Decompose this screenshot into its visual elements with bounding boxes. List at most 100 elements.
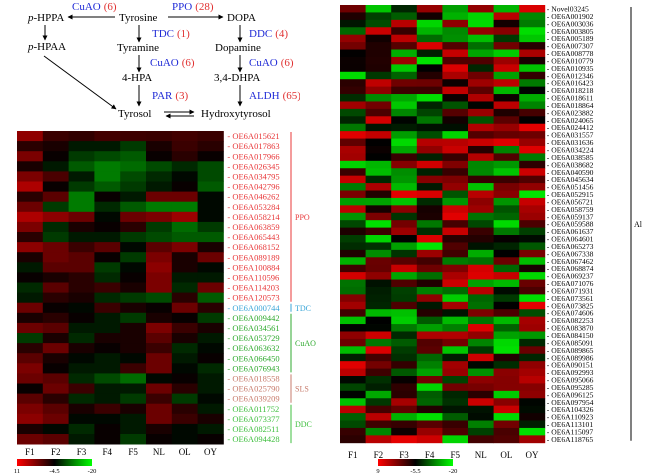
heatmap-cell [416,34,443,43]
heatmap-cell [146,141,173,152]
heatmap-cell [416,376,443,384]
heatmap-cell [493,405,520,414]
heatmap-cell [340,183,366,191]
heatmap-cell [442,138,469,147]
heatmap-cell [416,361,443,369]
heatmap-cell [146,201,173,213]
heatmap-cell [442,413,469,421]
heatmap-cell [171,262,198,273]
heatmap-cell [171,333,198,344]
heatmap-cell [68,201,95,213]
heatmap-cell [120,363,147,374]
heatmap-cell [416,435,443,444]
heatmap-cell [197,322,224,334]
heatmap-cell [391,123,418,132]
heatmap-cell [365,86,392,95]
heatmap-cell [391,175,418,184]
heatmap-cell [42,262,69,273]
gene-label: - OE6A058759 [547,205,594,214]
heatmap-cell [17,151,44,162]
heatmap-cell [493,168,520,177]
gene-label: - OE6A025790 [227,384,279,394]
gene-label: - OE6A110596 [227,272,279,282]
heatmap-cell [146,383,173,394]
heatmap-cell [365,175,392,184]
heatmap-cell [365,294,392,303]
heatmap-cell [340,175,366,184]
heatmap-cell [391,71,418,80]
legend-tick: -20 [88,468,97,475]
heatmap-cell [442,435,469,444]
group-label: CuAO [295,339,316,348]
heatmap-cell [340,390,366,399]
heatmap-cell [94,131,121,142]
heatmap-cell [442,19,469,28]
heatmap-cell [391,12,418,21]
heatmap-cell [416,405,443,414]
heatmap-cell [171,191,198,203]
heatmap-cell [519,12,546,21]
heatmap-cell [94,161,121,172]
heatmap-cell [340,145,366,154]
heatmap-cell [493,183,520,191]
heatmap-cell [442,71,469,80]
heatmap-cell [17,373,44,384]
heatmap-cell [365,27,392,36]
gene-label: - OE6A067338 [547,249,594,258]
heatmap-cell [17,312,44,324]
enzyme-cuao-top: CuAO (6) [72,1,117,13]
heatmap-cell [493,272,520,280]
gene-label: - OE6A084150 [547,331,594,340]
heatmap-cell [442,42,469,50]
heatmap-cell [94,434,121,445]
heatmap-cell [416,197,443,206]
gene-label: - OE6A023882 [547,108,594,117]
heatmap-cell [340,427,366,436]
heatmap-cell [442,338,469,347]
node-phppa: p-HPPA [27,12,64,24]
heatmap-cell [416,338,443,347]
gene-label: - OE6A074606 [547,309,594,318]
gene-label: - OE6A007307 [547,42,594,51]
heatmap-cell [17,423,44,435]
column-label: NL [153,447,165,457]
heatmap-cell [17,272,44,283]
heatmap-cell [468,324,494,332]
heatmap-cell [94,171,121,182]
gene-label: - OE6A065273 [547,242,594,251]
heatmap-cell [42,333,69,344]
heatmap-cell [468,346,494,355]
heatmap-cell [120,423,147,435]
gene-label: - OE6A058214 [227,212,280,222]
heatmap-cell [493,71,520,80]
heatmap-cell [519,220,546,228]
heatmap-cell [519,205,546,214]
heatmap-cell [493,331,520,340]
heatmap-cell [120,292,147,304]
gene-label: - OE6A039209 [227,394,279,404]
heatmap-cell [391,405,418,414]
group-label: DDC [295,420,312,429]
heatmap-cell [493,361,520,369]
gene-label: - OE6A031557 [547,131,594,140]
heatmap-cell [468,390,494,399]
gene-label: - OE6A073561 [547,294,594,303]
heatmap-cell [365,131,392,139]
gene-label: - OE6A005189 [547,34,594,43]
heatmap-cell [468,286,494,295]
heatmap-cell [416,49,443,58]
heatmap-cell [365,145,392,154]
node-4-hpa: 4-HPA [122,72,152,84]
heatmap-cell [94,191,121,203]
heatmap-cell [442,398,469,407]
heatmap-cell [519,27,546,36]
heatmap-cell [68,403,95,415]
heatmap-cell [416,86,443,95]
heatmap-cell [94,423,121,435]
heatmap-cell [468,108,494,117]
heatmap-cell [391,346,418,355]
heatmap-cell [493,286,520,295]
heatmap-cell [519,94,546,102]
heatmap-cell [391,413,418,421]
column-label: F3 [77,447,87,457]
